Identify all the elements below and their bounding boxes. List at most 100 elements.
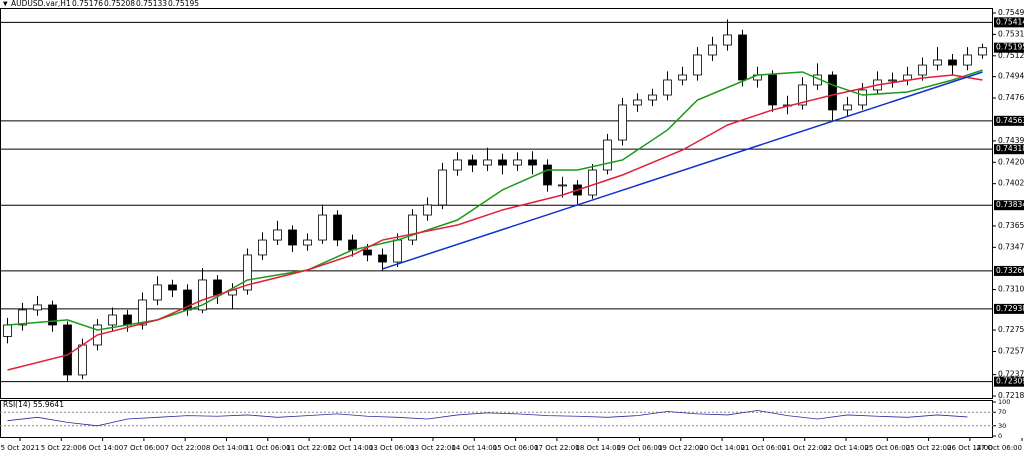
x-tick-label: 6 Oct 14:00: [82, 444, 123, 452]
x-tick-label: 12 Oct 14:00: [328, 444, 374, 452]
ohlc-value: 0.75195: [168, 0, 199, 8]
candle-body: [858, 89, 867, 106]
candle-body: [273, 229, 282, 241]
rsi-line: [7, 410, 968, 427]
candle-body: [168, 284, 177, 291]
candle-body: [378, 254, 387, 263]
candle-body: [663, 79, 672, 96]
ohlc-value: 0.75176: [72, 0, 103, 8]
candle-body: [198, 279, 207, 311]
candle-body: [318, 214, 327, 241]
candle-body: [888, 79, 897, 82]
level-label-box: [994, 376, 1024, 387]
x-tick-label: 22 Oct 14:00: [823, 444, 869, 452]
candle-body: [33, 304, 42, 311]
level-label: 0.73266: [996, 266, 1024, 275]
current-price-label: 0.75195: [996, 43, 1024, 52]
level-label-box: [994, 144, 1024, 155]
x-tick-label: 21 Oct 06:00: [741, 444, 787, 452]
y-tick-label: 0.74945: [998, 72, 1024, 81]
candle-body: [513, 159, 522, 166]
main-panel: [0, 8, 993, 399]
candle-body: [408, 214, 417, 241]
indicator-line: [382, 71, 983, 270]
y-tick-label: 0.73105: [998, 285, 1024, 294]
candle-body: [603, 139, 612, 171]
x-tick-label: 15 Oct 06:00: [493, 444, 539, 452]
candle-body: [633, 99, 642, 106]
level-label: 0.72309: [996, 377, 1024, 386]
level-label: 0.72938: [996, 304, 1024, 313]
rsi-title: RSI(14) 55.9641: [3, 400, 64, 409]
x-tick-label: 25 Oct 22:00: [906, 444, 952, 452]
ohlc-value: 0.75133: [136, 0, 167, 8]
candle-body: [483, 159, 492, 166]
x-tick-label: 27 Oct 06:00: [976, 444, 1022, 452]
candle-body: [288, 229, 297, 246]
candle-body: [693, 54, 702, 76]
candle-body: [963, 54, 972, 66]
x-tick-label: 5 Oct 2021: [1, 444, 40, 452]
candle-body: [468, 159, 477, 166]
x-tick-label: 25 Oct 06:00: [864, 444, 910, 452]
candle-body: [438, 169, 447, 206]
level-label-box: [994, 200, 1024, 211]
rsi-tick-label: 30: [998, 422, 1006, 430]
x-tick-label: 21 Oct 22:00: [782, 444, 828, 452]
y-tick-label: 0.75495: [998, 8, 1024, 17]
candle-body: [918, 64, 927, 76]
candle-body: [393, 239, 402, 263]
symbol: AUDUSD.var,H1: [11, 0, 71, 8]
rsi-tick-label: 0: [998, 432, 1002, 440]
menu-arrow[interactable]: ▼: [3, 1, 8, 8]
level-label: 0.74318: [996, 144, 1024, 153]
candle-body: [978, 47, 987, 56]
candle-body: [123, 314, 132, 326]
y-tick-label: 0.73655: [998, 221, 1024, 230]
y-tick-label: 0.75125: [998, 51, 1024, 60]
x-tick-label: 17 Oct 22:00: [534, 444, 580, 452]
candle-body: [213, 279, 222, 296]
y-tick-label: 0.72185: [998, 391, 1024, 400]
candle-body: [48, 304, 57, 326]
y-tick-label: 0.74205: [998, 157, 1024, 166]
x-tick-label: 26 Oct 14:00: [947, 444, 993, 452]
candle-body: [363, 249, 372, 256]
candle-body: [708, 44, 717, 56]
level-label: 0.75414: [996, 17, 1024, 26]
candle-body: [948, 59, 957, 66]
rsi-tick-label: 70: [998, 408, 1006, 416]
candle-body: [18, 309, 27, 326]
x-tick-label: 19 Oct 22:00: [658, 444, 704, 452]
candle-body: [678, 74, 687, 81]
x-tick-label: 5 Oct 22:00: [41, 444, 82, 452]
candle-body: [108, 314, 117, 326]
y-tick-label: 0.72755: [998, 325, 1024, 334]
level-label-box: [994, 115, 1024, 126]
x-tick-label: 8 Oct 14:00: [206, 444, 247, 452]
candle-body: [498, 159, 507, 166]
candle-body: [453, 159, 462, 171]
candle-body: [798, 84, 807, 106]
level-label: 0.73834: [996, 200, 1024, 209]
candle-body: [303, 239, 312, 246]
candle-body: [618, 104, 627, 141]
x-tick-label: 20 Oct 14:00: [699, 444, 745, 452]
x-tick-label: 13 Oct 22:00: [410, 444, 456, 452]
candle-body: [588, 169, 597, 196]
candle-body: [528, 159, 537, 166]
rsi-panel: [0, 400, 993, 438]
candle-body: [648, 94, 657, 101]
current-price-box: [994, 42, 1024, 53]
level-label-box: [994, 17, 1024, 28]
rsi-tick-label: 100: [998, 398, 1010, 406]
candle-body: [138, 299, 147, 326]
